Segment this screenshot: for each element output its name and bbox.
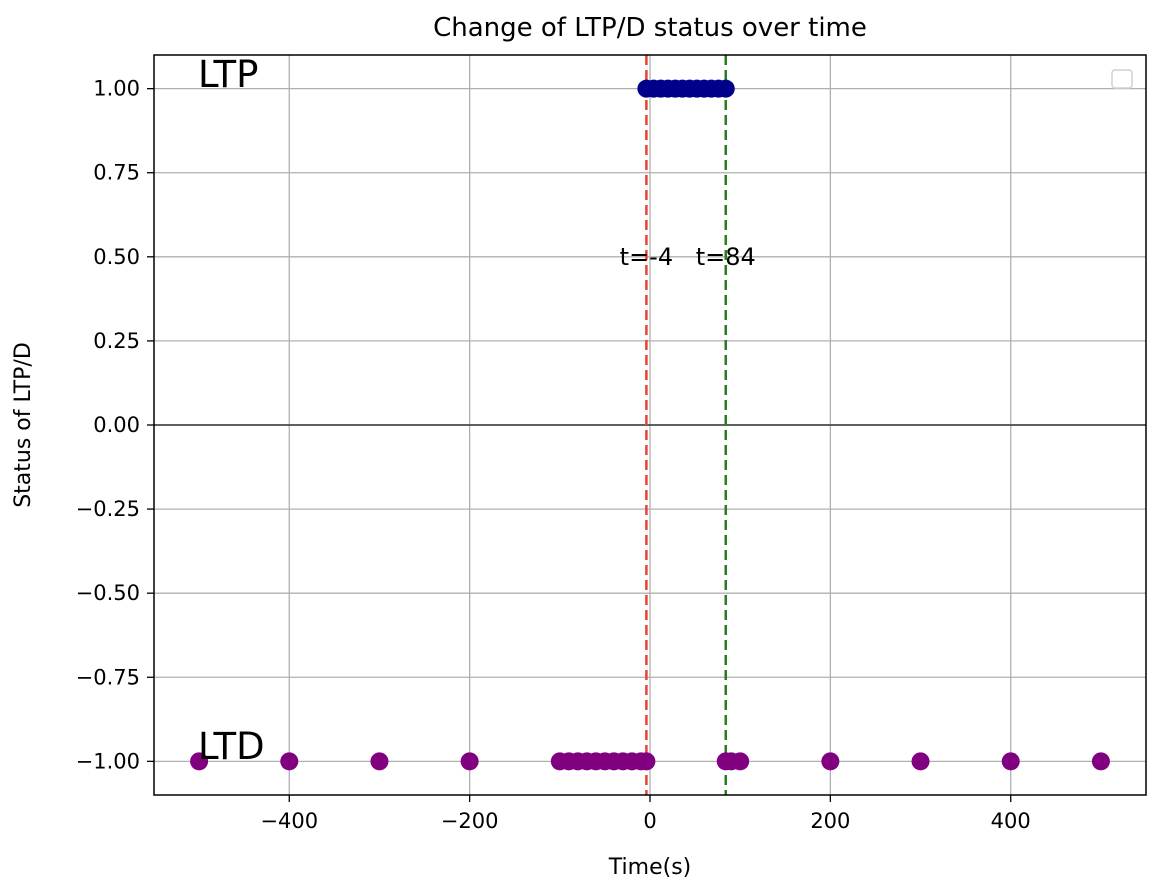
chart-title: Change of LTP/D status over time	[433, 13, 867, 43]
x-tick-label: 0	[643, 809, 656, 833]
y-tick-label: 0.25	[93, 329, 140, 353]
x-tick-label: 200	[810, 809, 850, 833]
data-point	[190, 752, 209, 771]
y-tick-label: −0.75	[76, 665, 140, 689]
data-point	[716, 79, 735, 98]
data-point	[280, 752, 299, 771]
data-point	[1091, 752, 1110, 771]
data-point	[1001, 752, 1020, 771]
data-point	[637, 752, 656, 771]
vertical-marker-labels: t=-4 t=84	[620, 243, 756, 271]
data-point	[911, 752, 930, 771]
y-tick-label: −0.25	[76, 497, 140, 521]
data-point	[731, 752, 750, 771]
x-tick-label: −200	[441, 809, 499, 833]
vertical-markers	[645, 55, 728, 795]
vertical-marker-label: t=84	[696, 243, 756, 271]
y-tick-label: 1.00	[93, 77, 140, 101]
data-point	[821, 752, 840, 771]
ltp-label: LTP	[198, 53, 258, 96]
x-axis: −400 −200 0 200 400	[260, 795, 1031, 833]
y-axis-title: Status of LTP/D	[11, 342, 36, 508]
vertical-marker-label: t=-4	[620, 243, 673, 271]
y-tick-label: 0.00	[93, 413, 140, 437]
x-axis-title: Time(s)	[608, 855, 691, 880]
data-points	[190, 79, 1110, 771]
x-tick-label: 400	[991, 809, 1031, 833]
y-tick-label: −1.00	[76, 749, 140, 773]
y-tick-label: −0.50	[76, 581, 140, 605]
ltd-label: LTD	[198, 725, 265, 768]
y-tick-label: 0.75	[93, 161, 140, 185]
y-tick-label: 0.50	[93, 245, 140, 269]
y-axis: 1.00 0.75 0.50 0.25 0.00 −0.25 −0.50 −0.75 −1.00	[76, 77, 154, 773]
data-point	[370, 752, 389, 771]
x-tick-label: −400	[260, 809, 318, 833]
legend-box	[1111, 69, 1133, 89]
data-point	[460, 752, 479, 771]
